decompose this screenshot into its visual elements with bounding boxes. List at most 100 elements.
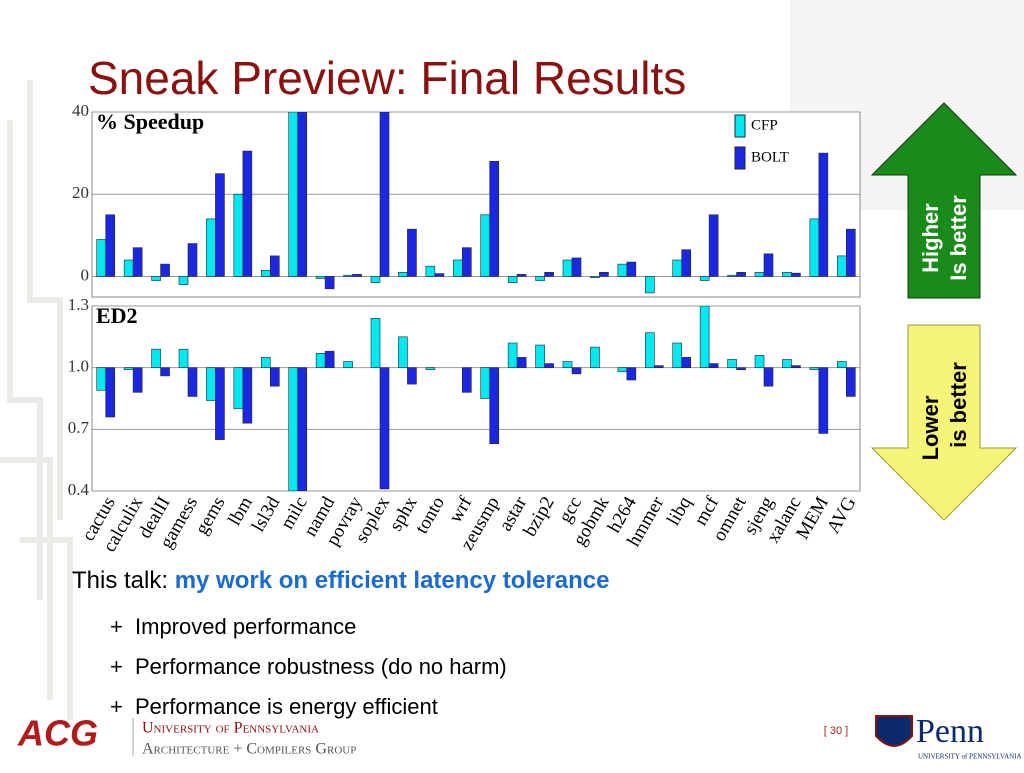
bar bbox=[269, 255, 280, 277]
bar bbox=[398, 336, 408, 368]
x-tick-label: tonto bbox=[411, 493, 449, 537]
bar bbox=[791, 272, 801, 277]
penn-sub: UNIVERSITY of PENNSYLVANIA bbox=[918, 753, 1022, 761]
bar bbox=[297, 112, 308, 277]
bar bbox=[845, 228, 856, 277]
bar bbox=[626, 367, 637, 381]
x-tick-label: AVG bbox=[823, 493, 861, 537]
bar bbox=[370, 276, 381, 283]
bar bbox=[699, 306, 710, 368]
legend-swatch bbox=[734, 114, 746, 138]
bar bbox=[480, 214, 491, 277]
bar bbox=[791, 365, 801, 368]
bar bbox=[699, 276, 710, 281]
bar bbox=[562, 361, 573, 368]
bar bbox=[160, 367, 170, 377]
bar bbox=[288, 112, 299, 277]
bar bbox=[754, 355, 765, 368]
bar bbox=[206, 367, 216, 401]
bar bbox=[763, 253, 774, 277]
bar bbox=[617, 367, 628, 373]
bar bbox=[343, 361, 353, 368]
bullet-marker: + bbox=[110, 694, 123, 719]
bar bbox=[407, 228, 417, 277]
bar bbox=[379, 367, 390, 490]
x-tick-label: libq bbox=[663, 493, 696, 530]
chart-title: ED2 bbox=[96, 303, 138, 328]
bar bbox=[215, 367, 225, 440]
bar bbox=[151, 348, 161, 368]
bar bbox=[836, 255, 847, 277]
bar bbox=[809, 218, 820, 277]
group: Architecture + Compilers Group bbox=[142, 741, 356, 758]
up-arrow bbox=[870, 102, 1018, 299]
bullet: Improved performance bbox=[135, 614, 356, 639]
bar bbox=[763, 367, 774, 387]
acg-logo: ACG bbox=[17, 713, 98, 754]
bar bbox=[516, 357, 527, 368]
bar bbox=[352, 274, 362, 277]
bar bbox=[727, 359, 737, 368]
bar bbox=[123, 367, 134, 371]
bar bbox=[754, 272, 765, 277]
bullet-marker: + bbox=[110, 654, 123, 679]
bar bbox=[681, 249, 692, 277]
arrow-text: is better bbox=[946, 362, 971, 448]
y-tick-label: 1.3 bbox=[68, 295, 89, 314]
bar bbox=[708, 363, 719, 368]
talk-lead: This talk: bbox=[72, 567, 168, 594]
bar bbox=[562, 259, 573, 277]
arrow-text: Higher bbox=[918, 203, 943, 273]
bar bbox=[571, 367, 582, 375]
legend-label: BOLT bbox=[751, 149, 789, 165]
bar bbox=[644, 332, 655, 368]
bar bbox=[151, 276, 161, 281]
university: University of Pennsylvania bbox=[142, 720, 319, 737]
bullet: Performance robustness (do no harm) bbox=[135, 654, 507, 679]
bars bbox=[96, 306, 856, 491]
bar bbox=[233, 193, 244, 277]
y-tick-label: 0.4 bbox=[68, 480, 90, 499]
bar bbox=[379, 112, 390, 277]
bar bbox=[708, 214, 719, 277]
bar bbox=[535, 276, 545, 281]
bullets: + Improved performance + Performance rob… bbox=[110, 614, 507, 719]
bar bbox=[672, 259, 683, 277]
bar bbox=[233, 367, 244, 410]
legend-swatch bbox=[734, 146, 746, 170]
bar bbox=[315, 276, 326, 279]
page-number: [ 30 ] bbox=[824, 725, 848, 737]
background-pattern bbox=[0, 80, 73, 720]
bar bbox=[242, 367, 253, 424]
bar bbox=[215, 173, 225, 277]
bar bbox=[782, 272, 792, 277]
bar bbox=[461, 247, 472, 277]
bars bbox=[96, 112, 856, 294]
bar bbox=[105, 367, 116, 418]
y-tick-label: 40 bbox=[72, 101, 89, 120]
penn-shield bbox=[875, 715, 913, 747]
bar bbox=[727, 274, 737, 277]
bar bbox=[178, 348, 189, 368]
bar bbox=[818, 152, 829, 277]
bar bbox=[407, 367, 417, 385]
bullet: Performance is energy efficient bbox=[135, 694, 438, 719]
bar bbox=[544, 363, 554, 368]
bar bbox=[132, 367, 143, 393]
bar bbox=[590, 276, 600, 278]
bar bbox=[507, 276, 518, 283]
bar bbox=[425, 367, 436, 371]
bar bbox=[507, 342, 518, 368]
bar bbox=[206, 218, 216, 277]
bar bbox=[105, 214, 116, 277]
bar bbox=[452, 259, 463, 277]
bar bbox=[398, 272, 408, 277]
bar bbox=[626, 261, 637, 277]
bar bbox=[480, 367, 491, 399]
bar bbox=[132, 247, 143, 277]
bar bbox=[425, 265, 436, 277]
bar bbox=[260, 269, 271, 277]
